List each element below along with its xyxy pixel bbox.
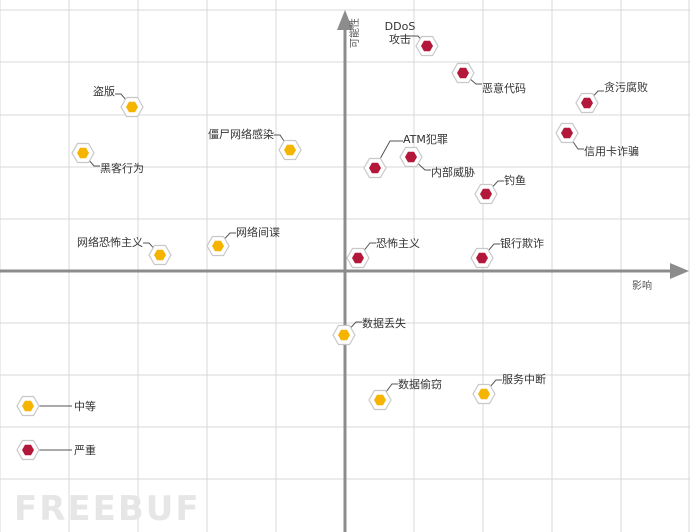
hexagon-fill-icon: [561, 127, 573, 139]
threat-label: 网络间谍: [236, 225, 280, 239]
threat-item: 网络间谍: [206, 225, 280, 257]
threat-label: ATM犯罪: [403, 133, 448, 146]
threat-item: 贪污腐败: [575, 80, 648, 114]
threat-item: 僵尸网络感染: [208, 127, 302, 161]
threat-marker: [346, 247, 370, 269]
threat-item: 恶意代码: [451, 62, 526, 95]
threat-item: 数据丢失: [332, 316, 406, 346]
hexagon-fill-icon: [77, 147, 89, 159]
hexagon-fill-icon: [369, 162, 381, 174]
hexagon-fill-icon: [480, 188, 492, 200]
threat-marker: [278, 139, 302, 161]
threat-label: 贪污腐败: [604, 80, 648, 94]
threat-marker: [206, 235, 230, 257]
hexagon-fill-icon: [405, 151, 417, 163]
hexagon-fill-icon: [212, 240, 224, 252]
legend-label: 严重: [74, 443, 96, 457]
threat-marker: [451, 62, 475, 84]
legend-item: 严重: [16, 439, 96, 461]
threat-marker: [474, 183, 498, 205]
legend-marker: [16, 439, 40, 461]
threat-label: 网络恐怖主义: [77, 235, 143, 249]
threat-item: 恐怖主义: [346, 236, 420, 269]
threat-label: 钓鱼: [504, 173, 526, 187]
hexagon-fill-icon: [352, 252, 364, 264]
y-axis-label: 可能性: [348, 18, 361, 48]
x-axis-label: 影响: [632, 279, 652, 292]
legend-label: 中等: [74, 399, 96, 413]
freebuf-watermark: FREEBUF: [14, 489, 201, 529]
threat-marker: [363, 157, 387, 179]
hexagon-fill-icon: [457, 67, 469, 79]
threat-marker: [470, 247, 494, 269]
threat-item: 服务中断: [472, 372, 546, 405]
threat-marker: [399, 146, 423, 168]
threat-label: 信用卡诈骗: [584, 144, 639, 158]
hexagon-fill-icon: [581, 97, 593, 109]
hexagon-fill-icon: [126, 101, 138, 113]
threat-marker: [71, 142, 95, 164]
hexagon-fill-icon: [421, 40, 433, 52]
threat-item: 网络恐怖主义: [77, 235, 172, 266]
threat-label: 数据丢失: [362, 316, 406, 330]
threat-label: 内部威胁: [431, 165, 475, 179]
threat-label: 黑客行为: [100, 161, 144, 175]
threat-item: 钓鱼: [474, 173, 526, 205]
y-axis-arrow-icon: [337, 10, 353, 30]
threat-item: 内部威胁: [399, 146, 475, 179]
threat-item: 黑客行为: [71, 142, 144, 175]
hexagon-fill-icon: [22, 400, 34, 412]
threat-item: 信用卡诈骗: [555, 122, 639, 158]
threat-marker: [148, 244, 172, 266]
threat-label: 数据偷窃: [398, 377, 442, 391]
threat-label: 盗版: [93, 84, 115, 98]
threat-label: 银行欺诈: [500, 236, 544, 250]
legend-item: 中等: [16, 395, 96, 417]
threat-label: 服务中断: [502, 372, 546, 386]
hexagon-fill-icon: [478, 388, 490, 400]
axes: 影响 可能性: [0, 10, 689, 532]
threat-label: 恐怖主义: [376, 236, 420, 250]
hexagon-fill-icon: [284, 144, 296, 156]
hexagon-fill-icon: [476, 252, 488, 264]
threat-marker: [415, 35, 439, 57]
threat-marker: [120, 96, 144, 118]
hexagon-fill-icon: [22, 444, 34, 456]
threat-label: DDoS 攻击: [385, 20, 416, 46]
threat-marker: [368, 389, 392, 411]
threat-item: 数据偷窃: [368, 377, 442, 411]
hexagon-fill-icon: [154, 249, 166, 261]
threat-marker: [555, 122, 579, 144]
threat-item: 银行欺诈: [470, 236, 544, 269]
threat-item: 盗版: [93, 84, 144, 118]
threat-marker: [575, 92, 599, 114]
threat-item: ATM犯罪: [363, 133, 448, 179]
x-axis-arrow-icon: [670, 263, 689, 279]
threat-item: DDoS 攻击: [385, 20, 439, 57]
legend-marker: [16, 395, 40, 417]
threat-marker: [332, 324, 356, 346]
hexagon-fill-icon: [374, 394, 386, 406]
threat-label: 僵尸网络感染: [208, 127, 274, 141]
hexagon-fill-icon: [338, 329, 350, 341]
threat-label: 恶意代码: [482, 81, 526, 95]
threat-marker: [472, 383, 496, 405]
